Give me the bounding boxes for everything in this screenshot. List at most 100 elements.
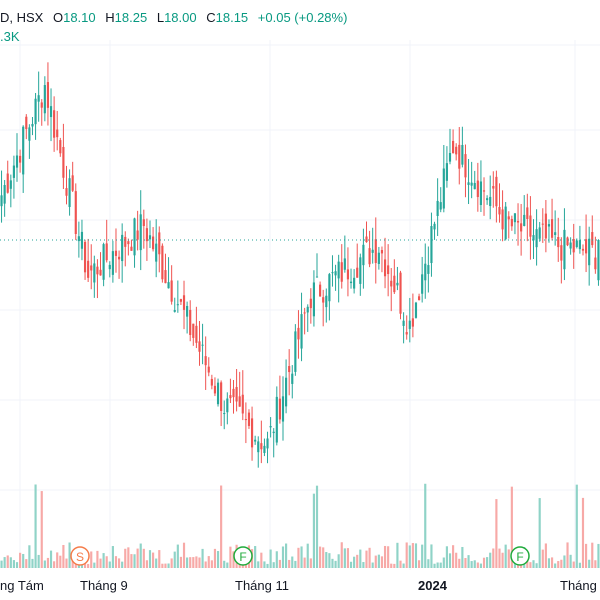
volume-bar [331,558,334,568]
candle-body [155,243,158,262]
event-marker-letter: F [239,550,246,564]
volume-bar [229,546,232,568]
candle-body [331,272,334,274]
candle-body [49,106,53,118]
x-tick-label-next: Tháng [560,578,597,593]
volume-bar [43,560,46,568]
candle-body [535,229,538,248]
candle-body [40,102,43,108]
x-tick-label-aug: ng Tám [0,578,44,593]
event-marker-circle[interactable] [510,546,530,566]
event-marker-circle[interactable] [233,546,253,566]
candle-body [179,299,183,302]
volume-bar [192,557,195,568]
volume-bar [182,542,186,568]
volume-bar [319,546,322,568]
candle-body [83,241,87,273]
event-marker-f[interactable]: F [233,546,253,566]
volume-bar [591,542,594,568]
volume-bar [114,556,118,568]
candle-body [278,398,281,420]
volume-bar [448,553,452,568]
candle-body [334,271,337,276]
event-marker-circle[interactable] [70,546,90,566]
candle-body [62,146,65,178]
candle-body [513,213,517,223]
candle-body [319,284,322,297]
candle-body [238,396,241,407]
volume-bar [439,562,442,568]
candle-body [356,267,359,278]
candle-body [148,235,152,240]
candle-body [442,168,445,209]
volume-bar [337,554,340,568]
candle-body [56,129,59,138]
candle-body [164,270,167,284]
volume-bar [504,544,507,568]
high-label: H [105,10,115,25]
candle-body [557,236,560,248]
volume-bar [427,559,430,568]
candle-body [226,398,229,413]
candle-body [325,295,328,308]
candle-body [473,182,476,190]
candle-body [87,260,90,278]
candle-body [25,116,28,130]
volume-bar [90,551,93,568]
volume-bar [37,554,40,568]
volume-bar [387,546,390,568]
grid-lines [0,40,600,570]
candle-body [560,245,563,261]
volume-bar [356,554,359,568]
candle-body [269,425,272,428]
candle-body [263,445,266,453]
volume-bar [442,557,445,568]
candlesticks [0,62,600,468]
volume-bar [334,560,337,568]
candle-body [288,366,291,373]
volume-legend: .3K [0,29,20,44]
volume-bar [213,548,217,568]
candle-body [396,282,399,286]
candle-body [529,215,532,237]
volume-bar [581,497,585,568]
candle-body [158,232,161,255]
candle-body [424,263,427,281]
candle-body [117,256,121,260]
volume-bar [390,563,393,568]
volume-bar [489,552,492,568]
volume-bar [566,542,569,568]
volume-bar [402,563,405,568]
event-marker-f[interactable]: F [510,546,530,566]
candle-body [241,394,244,414]
volume-bar [46,557,50,568]
candle-body [309,298,312,309]
volume-bar [495,499,498,568]
event-marker-s[interactable]: S [70,546,90,566]
candle-body [15,155,19,168]
candle-body [247,412,251,426]
volume-bar [80,563,84,568]
candle-body [495,176,498,207]
x-tick-label-nov: Tháng 11 [235,578,289,593]
volume-bar [179,556,183,568]
volume-bar [365,550,368,568]
volume-bar [285,543,288,568]
candle-body [346,269,350,280]
volume-bar [124,548,127,568]
close-value: 18.15 [215,10,249,25]
candle-body [349,281,353,284]
candle-body [244,419,247,421]
volume-bar [136,548,139,568]
candle-body [337,261,340,279]
candle-body [501,209,504,230]
candle-body [526,207,529,219]
candle-body [96,266,99,275]
candle-body [408,320,411,329]
volume-bar [152,552,155,568]
volume-bar [526,558,529,568]
volume-bar [371,562,374,568]
volume-bar [155,558,158,568]
